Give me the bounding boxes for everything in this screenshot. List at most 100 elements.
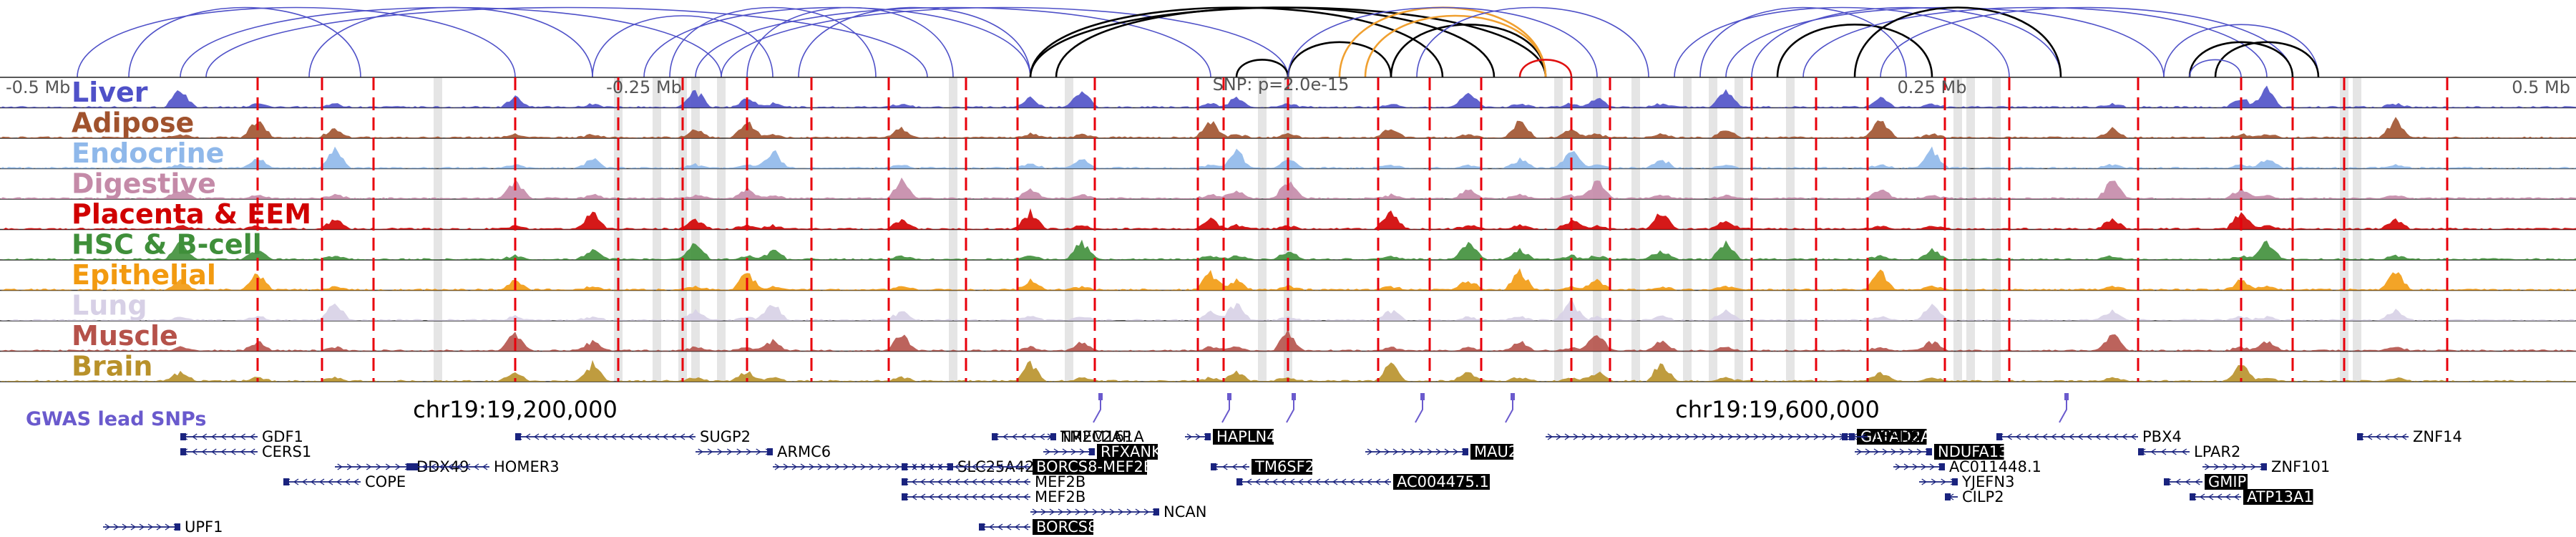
gene-strand-arrow xyxy=(928,478,935,485)
gene-exon xyxy=(1945,493,1951,500)
gene-strand-arrow xyxy=(636,433,643,440)
gene-strand-arrow xyxy=(2213,463,2220,470)
coordinate-right-label: chr19:19,600,000 xyxy=(1675,396,1880,423)
gene-strand-arrow xyxy=(1667,433,1674,440)
gene-strand-arrow xyxy=(1023,493,1029,500)
gene-strand-arrow xyxy=(2199,493,2205,500)
gene-strand-arrow xyxy=(980,478,986,485)
gene-strand-arrow xyxy=(230,448,236,455)
chromatin-loop xyxy=(746,6,954,78)
gene-label-box xyxy=(2243,489,2313,505)
gene-strand-arrow xyxy=(1314,478,1321,485)
gene-strand-arrow xyxy=(1323,478,1330,485)
axis-center-left-label: -0.25 Mb xyxy=(606,77,682,97)
gene-strand-arrow xyxy=(756,448,761,455)
gene-label-box xyxy=(1934,444,2004,460)
track-label-endocrine: Endocrine xyxy=(72,137,224,169)
gene-strand-arrow xyxy=(1890,448,1897,455)
gene-exon xyxy=(1205,433,1211,440)
gene-strand-arrow xyxy=(1676,433,1682,440)
gene-strand-arrow xyxy=(1435,448,1442,455)
gene-strand-arrow xyxy=(1903,463,1910,470)
chromatin-loop xyxy=(1802,6,2268,78)
gene-strand-arrow xyxy=(192,448,197,455)
gene-strand-arrow xyxy=(971,478,977,485)
gwas-snp-marker xyxy=(1098,393,1103,400)
gene-strand-arrow xyxy=(1693,433,1699,440)
gene-strand-arrow xyxy=(1092,508,1098,516)
gene-strand-arrow xyxy=(439,463,445,470)
gene-strand-arrow xyxy=(165,523,171,531)
gene-strand-arrow xyxy=(1079,448,1085,455)
gene-strand-arrow xyxy=(1083,508,1090,516)
gene-strand-arrow xyxy=(2232,463,2238,470)
gene-strand-arrow xyxy=(1710,433,1717,440)
gene-strand-arrow xyxy=(1931,478,1937,485)
gene-label: CILP2 xyxy=(1962,488,2004,505)
chromatin-loop xyxy=(1287,6,1598,78)
gene-label: GATAD2A xyxy=(1860,428,1931,445)
gene-strand-arrow xyxy=(1101,508,1107,516)
gene-strand-arrow xyxy=(2112,433,2119,440)
gene-strand-arrow xyxy=(1418,448,1425,455)
gene-strand-arrow xyxy=(1014,463,1020,470)
gene-strand-arrow xyxy=(113,523,119,531)
track-label-hsc-b-cell: HSC & B-cell xyxy=(72,229,262,261)
gene-strand-arrow xyxy=(662,433,668,440)
gene-strand-arrow xyxy=(980,493,986,500)
gene-strand-arrow xyxy=(1053,448,1060,455)
gene-strand-arrow xyxy=(962,463,969,470)
gene-strand-arrow xyxy=(1410,448,1416,455)
gene-label: YJEFN3 xyxy=(1961,473,2014,490)
gene-exon xyxy=(175,523,180,531)
gene-strand-arrow xyxy=(1349,478,1355,485)
track-label-muscle: Muscle xyxy=(72,320,178,352)
gene-strand-arrow xyxy=(2366,433,2373,440)
gene-strand-arrow xyxy=(2233,493,2240,500)
chromatin-loop xyxy=(1235,59,1289,78)
gene-label: TM6SF2 xyxy=(1254,458,1314,475)
gene-exon xyxy=(1153,508,1159,516)
gene-strand-arrow xyxy=(2024,433,2030,440)
gene-strand-arrow xyxy=(877,463,884,470)
gene-strand-arrow xyxy=(2216,493,2223,500)
gene-strand-arrow xyxy=(911,493,917,500)
track-label-digestive: Digestive xyxy=(72,168,216,200)
gene-exon xyxy=(406,463,412,470)
gene-strand-arrow xyxy=(726,448,733,455)
gene-strand-arrow xyxy=(1916,448,1923,455)
gene-label: AC011448.1 xyxy=(1949,458,2041,475)
gene-label: HOMER3 xyxy=(494,458,560,475)
gene-exon xyxy=(2357,433,2363,440)
chromatin-loop xyxy=(798,6,1031,78)
chromatin-loop xyxy=(77,6,516,78)
gene-strand-arrow xyxy=(447,463,454,470)
gene-strand-arrow xyxy=(346,463,353,470)
gene-strand-arrow xyxy=(1762,433,1768,440)
gene-strand-arrow xyxy=(1222,463,1228,470)
gene-strand-arrow xyxy=(800,463,806,470)
gene-strand-arrow xyxy=(220,433,227,440)
gene-strand-arrow xyxy=(1770,433,1777,440)
gene-strand-arrow xyxy=(928,493,935,500)
gene-strand-arrow xyxy=(2401,433,2407,440)
gene-strand-arrow xyxy=(945,478,952,485)
chromatin-loop xyxy=(1416,6,1649,78)
gene-strand-arrow xyxy=(1297,478,1304,485)
gene-strand-arrow xyxy=(1011,433,1018,440)
track-label-adipose: Adipose xyxy=(72,107,194,139)
gene-strand-arrow xyxy=(1020,433,1027,440)
chromatin-loop xyxy=(1364,14,1547,78)
gene-label-box xyxy=(1470,444,1513,460)
gene-strand-arrow xyxy=(376,463,381,470)
gene-strand-arrow xyxy=(911,463,917,470)
track-label-brain: Brain xyxy=(72,351,152,382)
gene-strand-arrow xyxy=(211,433,217,440)
gene-strand-arrow xyxy=(1616,433,1622,440)
gene-strand-arrow xyxy=(2225,493,2231,500)
gene-label-box xyxy=(1252,459,1312,475)
gene-strand-arrow xyxy=(954,478,960,485)
chromatin-loop xyxy=(2163,24,2319,78)
gene-label: COPE xyxy=(365,473,406,490)
